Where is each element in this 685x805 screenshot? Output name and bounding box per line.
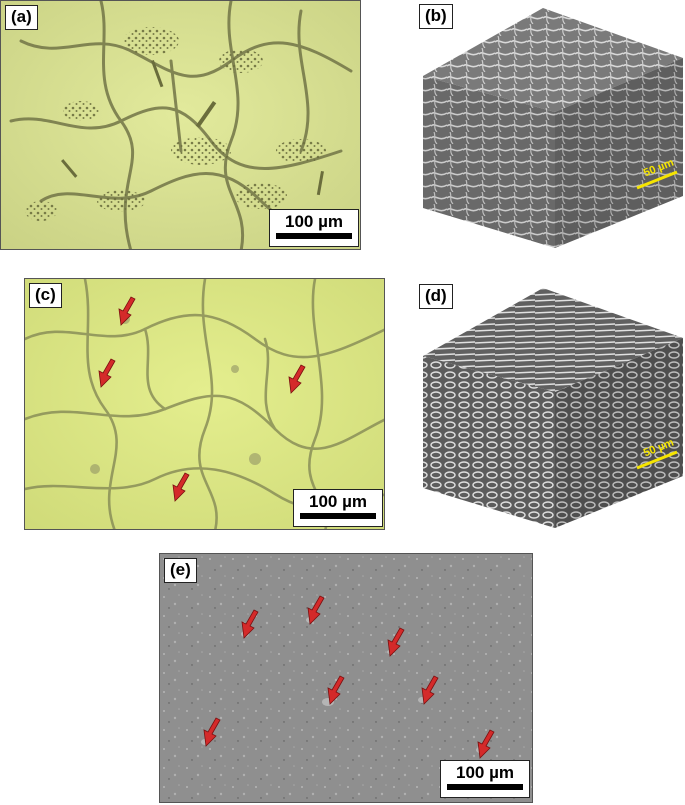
arrows-c: [98, 296, 306, 502]
arrow-c-4: [172, 472, 190, 502]
scale-line-c: [300, 513, 376, 519]
panel-e-micrograph: (e) 100 µm: [159, 553, 533, 803]
panel-b-cube: (b) 50 µm: [415, 0, 685, 250]
arrow-c-1: [118, 296, 136, 326]
scale-text-c: 100 µm: [309, 492, 367, 511]
arrow-e-2: [307, 595, 325, 625]
sem-cube-d: [423, 288, 683, 528]
arrow-e-6: [203, 717, 221, 747]
arrows-e: [203, 595, 495, 759]
scale-text-e: 100 µm: [456, 763, 514, 782]
arrow-e-7: [477, 729, 495, 759]
panel-a-micrograph: (a) 100 µm: [0, 0, 361, 250]
panel-label-a: (a): [5, 5, 38, 30]
sem-cube-b: [423, 8, 683, 248]
scale-line-e: [447, 784, 523, 790]
panel-c-micrograph: (c) 100 µm: [24, 278, 385, 530]
scale-line-a: [276, 233, 352, 239]
arrow-c-2: [98, 358, 116, 388]
arrow-e-1: [241, 609, 259, 639]
panel-label-e: (e): [164, 558, 197, 583]
arrow-e-5: [421, 675, 439, 705]
scale-bar-a: 100 µm: [269, 209, 359, 247]
arrow-c-3: [288, 364, 306, 394]
optical-micrograph-c: [25, 279, 384, 529]
arrow-e-4: [327, 675, 345, 705]
panel-d-cube: (d) 50 µm: [415, 280, 685, 532]
scale-bar-e: 100 µm: [440, 760, 530, 798]
optical-micrograph-a: [1, 1, 360, 249]
panel-label-b: (b): [419, 4, 453, 29]
arrow-e-3: [387, 627, 405, 657]
scale-bar-c: 100 µm: [293, 489, 383, 527]
panel-label-d: (d): [419, 284, 453, 309]
panel-label-c: (c): [29, 283, 62, 308]
scale-text-a: 100 µm: [285, 212, 343, 231]
